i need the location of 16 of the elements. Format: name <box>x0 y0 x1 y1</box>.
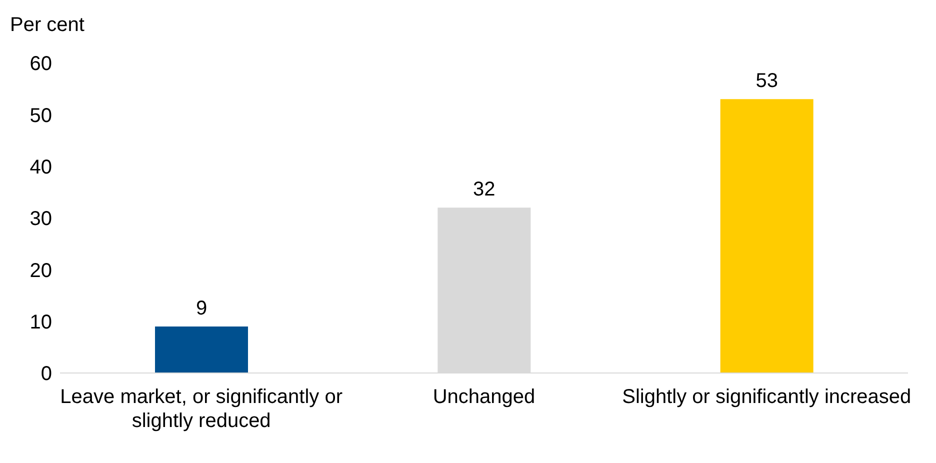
bar <box>155 326 248 373</box>
data-label: 32 <box>473 178 496 201</box>
y-axis-title: Per cent <box>10 14 84 37</box>
y-tick-label: 50 <box>30 104 52 127</box>
y-tick-label: 30 <box>30 208 52 230</box>
y-tick-label: 10 <box>30 311 52 334</box>
bar <box>720 99 814 373</box>
data-label: 53 <box>756 70 778 92</box>
y-tick-label: 60 <box>30 53 52 76</box>
x-tick-label: Unchanged <box>432 386 536 408</box>
y-tick-label: 0 <box>40 363 52 386</box>
data-label: 9 <box>196 298 208 320</box>
y-tick-label: 40 <box>30 156 52 178</box>
x-tick-label: Slightly or significantly increased <box>622 386 912 408</box>
x-tick-label: Leave market, or significantly or slightly reduced <box>60 386 343 432</box>
y-tick-label: 20 <box>30 260 52 282</box>
